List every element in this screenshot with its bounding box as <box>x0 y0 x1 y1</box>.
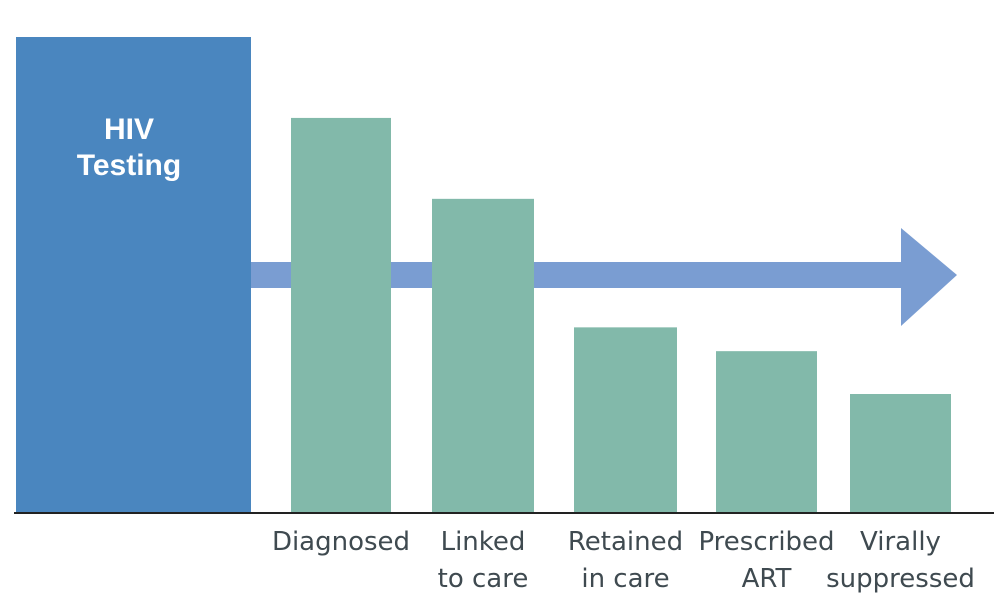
bar-virally-suppressed <box>850 394 951 513</box>
bar-label-hiv-testing: HIV Testing <box>77 113 181 182</box>
bar-linked-to-care <box>432 198 534 513</box>
category-label-retained-in-care: Retained in care <box>568 527 683 594</box>
bar-hiv-testing <box>16 37 251 513</box>
category-label-diagnosed: Diagnosed <box>272 527 410 557</box>
bar-diagnosed <box>291 117 391 514</box>
bar-retained-in-care <box>574 327 677 513</box>
category-label-prescribed-art: Prescribed ART <box>698 527 834 594</box>
progress-arrow-head <box>901 228 957 326</box>
bar-prescribed-art <box>716 351 817 513</box>
category-label-virally-suppressed: Virally suppressed <box>826 527 975 594</box>
category-label-linked-to-care: Linked to care <box>438 527 529 594</box>
